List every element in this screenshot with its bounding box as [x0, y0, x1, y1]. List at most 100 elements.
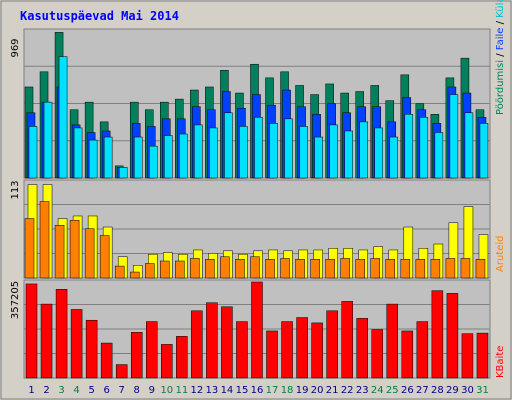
middle-bar-front [265, 259, 275, 279]
legend-sites: Aruteid [495, 236, 506, 273]
bottom-bar-kbytes [371, 329, 383, 379]
middle-bar-front [355, 259, 365, 279]
middle-legend: Aruteid [495, 236, 506, 273]
middle-bar-front [385, 259, 396, 279]
top-bar-hits [149, 145, 158, 179]
bottom-bar-kbytes [281, 321, 293, 379]
top-bar-hits [359, 121, 368, 179]
middle-bar-front [415, 259, 426, 279]
top-ytick-label: 969 [10, 38, 21, 57]
middle-bar-front [84, 228, 95, 279]
top-bar-hits [73, 127, 83, 179]
x-tick-label: 14 [221, 385, 234, 396]
x-tick-label: 3 [58, 385, 64, 396]
middle-bar-front [430, 259, 441, 279]
x-tick-label: 11 [175, 385, 188, 396]
bottom-bar-kbytes [100, 342, 113, 379]
svg-text:Pöördumisi / Faile / Külastaja: Pöördumisi / Faile / Külastajaid [495, 0, 506, 115]
bottom-bar-kbytes [25, 283, 38, 379]
x-tick-label: 25 [386, 385, 399, 396]
x-tick-label: 4 [73, 385, 79, 396]
bottom-bar-kbytes [446, 293, 459, 379]
x-tick-label: 13 [206, 385, 219, 396]
bottom-bar-kbytes [356, 318, 368, 379]
legend-kbytes: KBaite [495, 346, 506, 378]
x-tick-label: 19 [296, 385, 309, 396]
x-tick-label: 29 [446, 385, 459, 396]
top-bar-hits [28, 126, 38, 179]
middle-bar-front [445, 258, 456, 279]
x-tick-label: 5 [88, 385, 94, 396]
panel-bottom [23, 279, 491, 379]
bottom-bar-kbytes [251, 281, 263, 379]
x-tick-label: 28 [431, 385, 444, 396]
middle-bar-front [175, 260, 185, 279]
middle-bar-front [69, 219, 80, 279]
top-bar-hits [224, 112, 233, 179]
x-tick-label: 22 [341, 385, 354, 396]
bottom-legend: KBaite [495, 346, 506, 378]
top-bar-hits [164, 135, 173, 179]
x-tick-label: 2 [43, 385, 49, 396]
middle-bar-front [400, 259, 411, 279]
top-bar-hits [194, 124, 203, 179]
bottom-bar-kbytes [161, 344, 173, 379]
x-tick-label: 9 [149, 385, 155, 396]
bottom-bar-kbytes [236, 321, 248, 379]
bottom-bar-kbytes [191, 310, 203, 379]
bottom-bar-kbytes [221, 306, 233, 379]
top-legend: Pöördumisi / Faile / Külastajaid [495, 0, 506, 115]
x-tick-label: 18 [281, 385, 294, 396]
top-bar-hits [133, 136, 143, 179]
top-bar-hits [58, 56, 68, 179]
bottom-bar-kbytes [386, 303, 399, 379]
bottom-bar-kbytes [206, 302, 218, 379]
top-bar-hits [299, 126, 308, 179]
middle-bar-front [460, 258, 471, 279]
bottom-bar-kbytes [341, 301, 353, 379]
bottom-bar-kbytes [476, 332, 489, 379]
top-bar-hits [434, 132, 444, 179]
bottom-bar-kbytes [326, 310, 338, 379]
x-tick-label: 15 [236, 385, 249, 396]
legend-hits: Külastajaid [495, 0, 506, 18]
panel-top [23, 28, 491, 179]
bottom-ytick-label: 357205 [10, 281, 21, 319]
panel-middle [23, 179, 491, 279]
x-tick-label: 27 [416, 385, 429, 396]
bottom-bar-kbytes [55, 289, 68, 379]
middle-bar-front [325, 259, 335, 279]
bottom-bar-kbytes [70, 309, 83, 379]
x-tick-label: 12 [191, 385, 204, 396]
bottom-bar-kbytes [296, 317, 308, 379]
middle-bar-front [250, 256, 260, 279]
top-bar-hits [103, 136, 113, 179]
bottom-bar-kbytes [416, 321, 429, 379]
top-bar-hits [329, 124, 338, 179]
middle-bar-front [39, 201, 50, 279]
top-bar-hits [464, 112, 474, 179]
middle-bar-front [160, 260, 170, 279]
top-bar-hits [389, 136, 399, 179]
middle-bar-front [24, 218, 35, 279]
x-tick-label: 6 [103, 385, 109, 396]
middle-bar-front [114, 265, 125, 279]
top-bar-hits [404, 114, 414, 179]
top-bar-hits [449, 94, 459, 179]
top-bar-hits [284, 118, 293, 179]
middle-bar-front [340, 258, 350, 279]
x-tick-label: 17 [266, 385, 279, 396]
top-bar-hits [479, 123, 489, 179]
middle-bar-front [190, 258, 200, 279]
x-tick-label: 16 [251, 385, 264, 396]
middle-bar-front [370, 258, 380, 279]
top-bar-hits [374, 127, 383, 179]
x-tick-label: 10 [160, 385, 173, 396]
middle-bar-front [235, 259, 245, 279]
bottom-bar-kbytes [176, 336, 188, 379]
x-tick-label: 26 [401, 385, 414, 396]
x-tick-label: 8 [134, 385, 140, 396]
